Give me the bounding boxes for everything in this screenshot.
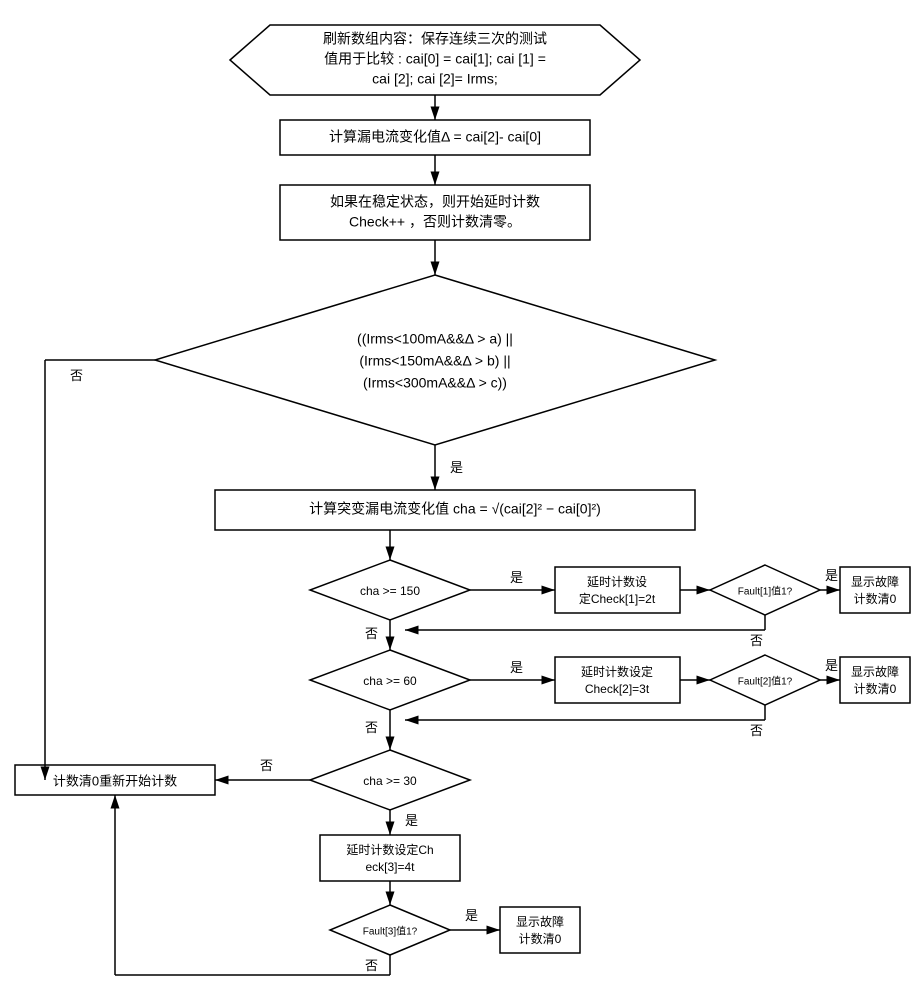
- c1-l1: 延时计数设: [587, 574, 647, 589]
- d3-text: cha >= 30: [363, 774, 417, 788]
- d3-no: 否: [260, 758, 273, 773]
- n4-l2: (Irms<150mA&&Δ > b) ||: [359, 353, 510, 369]
- f3-yes: 是: [465, 908, 478, 923]
- d1-no: 否: [365, 626, 378, 641]
- f2-yes: 是: [825, 658, 838, 673]
- c2-l2: Check[2]=3t: [585, 682, 650, 696]
- r2-l1: 显示故障: [851, 664, 899, 679]
- c1-l2: 定Check[1]=2t: [579, 591, 656, 606]
- reset-text: 计数清0重新开始计数: [53, 773, 177, 788]
- f1-yes: 是: [825, 568, 838, 583]
- f2-text: Fault[2]值1?: [738, 675, 793, 688]
- f3-text: Fault[3]值1?: [363, 925, 418, 938]
- n1-line3: cai [2]; cai [2]= Irms;: [372, 71, 498, 87]
- n5-text: 计算突变漏电流变化值 cha = √(cai[2]² − cai[0]²): [309, 501, 601, 517]
- n4-l1: ((Irms<100mA&&Δ > a) ||: [357, 331, 513, 347]
- flowchart-canvas: 刷新数组内容：保存连续三次的测试 值用于比较 : cai[0] = cai[1]…: [10, 10, 913, 990]
- n3-l2: Check++ ，否则计数清零。: [349, 214, 521, 230]
- r2-l2: 计数清0: [854, 681, 897, 696]
- n1-line1: 刷新数组内容：保存连续三次的测试: [323, 31, 547, 47]
- d3-yes: 是: [405, 813, 418, 828]
- d2-no: 否: [365, 720, 378, 735]
- n1-line2: 值用于比较 : cai[0] = cai[1]; cai [1] =: [324, 51, 546, 67]
- n4-yes-label: 是: [450, 460, 463, 475]
- n4-l3: (Irms<300mA&&Δ > c)): [363, 375, 507, 391]
- f1-text: Fault[1]值1?: [738, 585, 793, 598]
- f3-no: 否: [365, 958, 378, 973]
- c3-l1: 延时计数设定Ch: [346, 842, 433, 857]
- r3-l2: 计数清0: [519, 931, 562, 946]
- r1-l2: 计数清0: [854, 591, 897, 606]
- d1-yes: 是: [510, 570, 523, 585]
- d2-text: cha >= 60: [363, 674, 417, 688]
- d2-yes: 是: [510, 660, 523, 675]
- n2-text: 计算漏电流变化值Δ = cai[2]- cai[0]: [329, 129, 541, 145]
- c2-l1: 延时计数设定: [581, 664, 653, 679]
- f2-no: 否: [750, 723, 763, 738]
- c3-l2: eck[3]=4t: [365, 860, 415, 874]
- r3-l1: 显示故障: [516, 914, 564, 929]
- n3-l1: 如果在稳定状态，则开始延时计数: [330, 194, 540, 210]
- r1-l1: 显示故障: [851, 574, 899, 589]
- f1-no: 否: [750, 633, 763, 648]
- d1-text: cha >= 150: [360, 584, 420, 598]
- n4-no-label: 否: [70, 368, 83, 383]
